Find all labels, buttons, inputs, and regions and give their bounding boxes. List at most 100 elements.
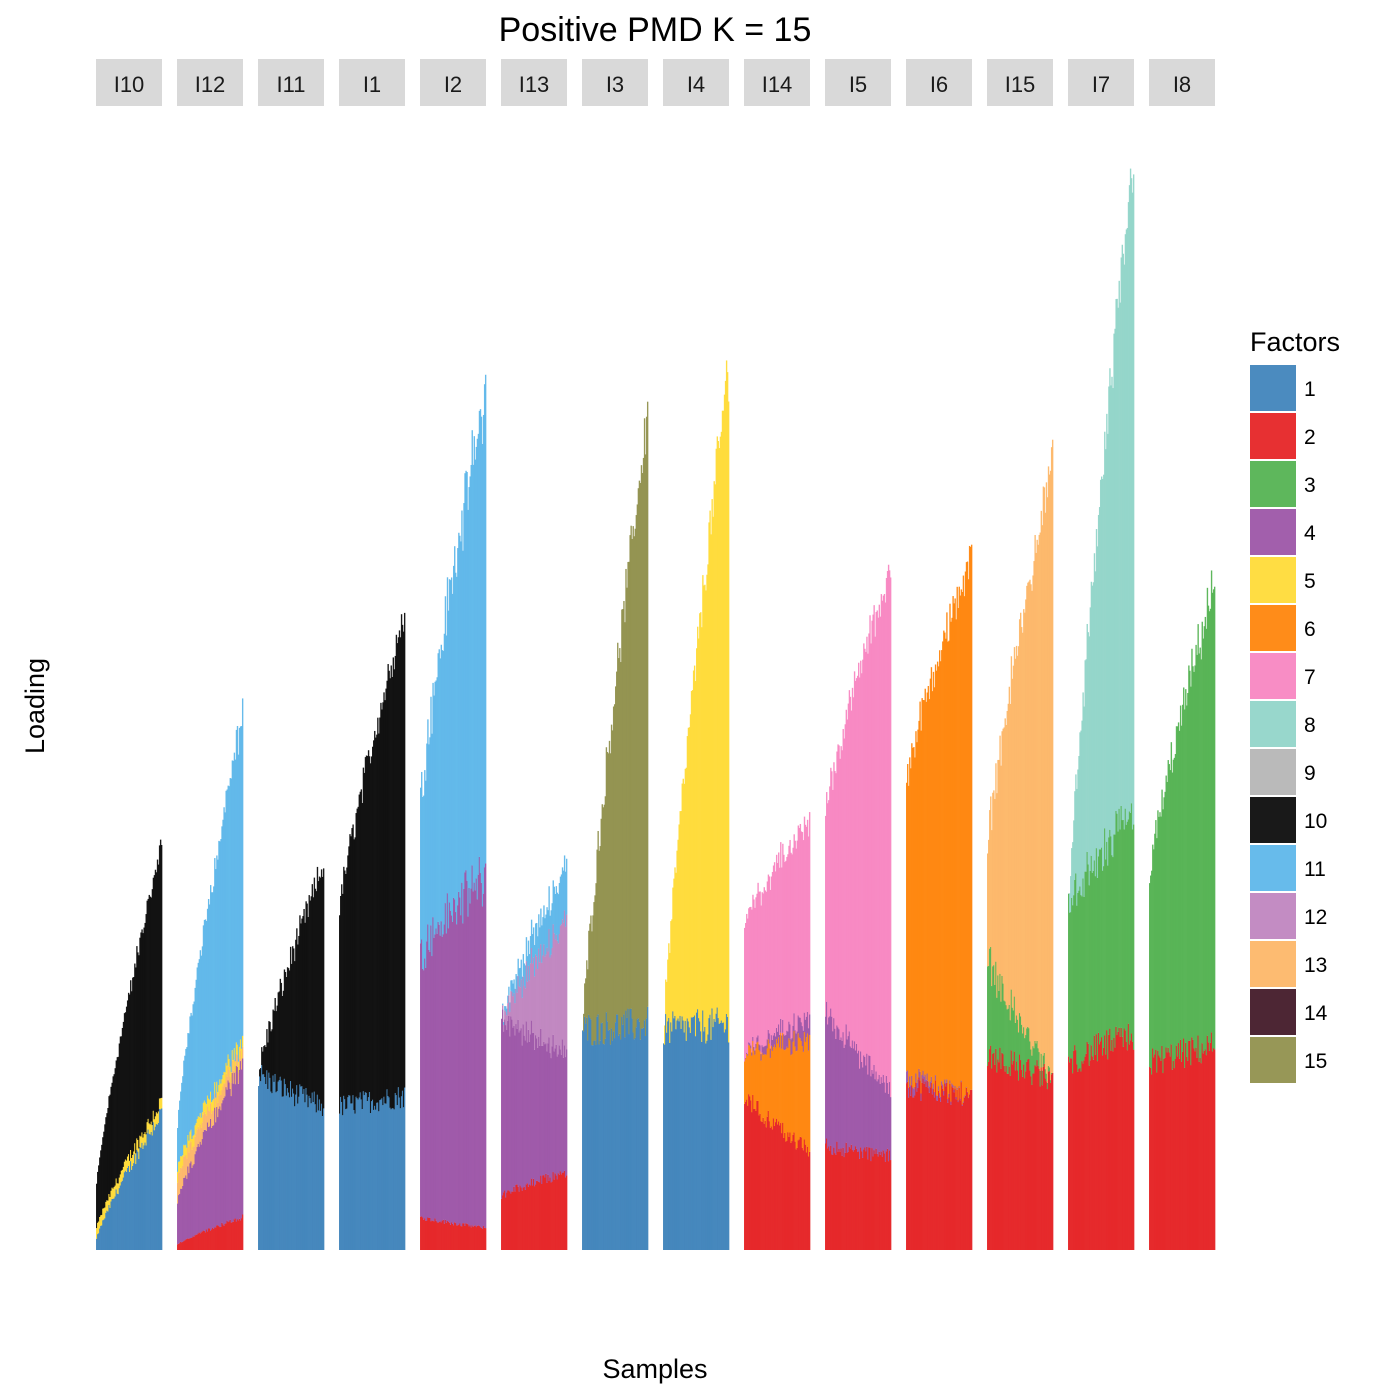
bar-segment-factor-10: [386, 680, 388, 1090]
bar-segment-factor-2: [563, 1170, 566, 1250]
bar-segment-factor-1: [714, 1021, 716, 1250]
bar-segment-factor-11: [438, 649, 440, 925]
bar-segment-factor-2: [228, 1221, 230, 1250]
bar-segment-factor-2: [989, 1049, 991, 1250]
bar-segment-factor-6: [754, 1054, 756, 1109]
bar-segment-factor-10: [379, 717, 381, 1101]
bar-segment-factor-2: [867, 1159, 869, 1250]
bar-segment-factor-7: [770, 876, 773, 1036]
bar-segment-factor-2: [1210, 1032, 1213, 1250]
bar-segment-factor-10: [351, 828, 353, 1104]
bar-segment-factor-10: [120, 1036, 123, 1171]
bar-segment-factor-2: [921, 1082, 923, 1250]
bar-segment-factor-5: [139, 1135, 141, 1148]
bar-segment-factor-12: [550, 954, 552, 1059]
bar-segment-factor-1: [108, 1204, 110, 1250]
bar-segment-factor-2: [1196, 1057, 1198, 1250]
bar-segment-factor-2: [179, 1243, 181, 1250]
bar-segment-factor-11: [228, 786, 230, 1060]
bar-segment-factor-2: [233, 1219, 236, 1250]
bar-segment-factor-4: [422, 968, 424, 1218]
bar-segment-factor-15: [585, 978, 587, 1024]
bar-segment-factor-4: [829, 1016, 831, 1151]
bar-segment-factor-12: [518, 986, 520, 1033]
bar-segment-factor-11: [563, 855, 566, 911]
bar-segment-factor-4: [565, 1049, 568, 1176]
legend-swatch-7: [1250, 653, 1296, 699]
bar-segment-factor-10: [104, 1124, 106, 1208]
bar-segment-factor-15: [584, 983, 586, 1017]
bar-segment-factor-2: [887, 1161, 890, 1250]
bar-segment-factor-1: [264, 1077, 266, 1250]
bar-segment-factor-6: [770, 1045, 773, 1127]
bar-segment-factor-7: [787, 854, 789, 1032]
bar-segment-factor-3: [1161, 789, 1163, 1046]
bar-segment-factor-11: [535, 923, 537, 955]
bar-segment-factor-10: [375, 737, 377, 1110]
bar-segment-factor-2: [966, 1092, 969, 1250]
bar-segment-factor-8: [1132, 174, 1135, 825]
bar-segment-factor-4: [861, 1061, 863, 1152]
bar-segment-factor-7: [751, 909, 753, 1053]
bar-segment-factor-11: [184, 1055, 186, 1146]
bar-segment-factor-1: [313, 1091, 316, 1250]
bar-segment-factor-4: [845, 1024, 848, 1143]
bar-segment-factor-13: [1007, 703, 1010, 1009]
bar-segment-factor-4: [233, 1072, 236, 1220]
bar-segment-factor-13: [192, 1147, 194, 1166]
bar-segment-factor-15: [604, 796, 607, 1039]
bar-segment-factor-4: [432, 917, 434, 1221]
bar-segment-factor-10: [340, 896, 342, 1097]
bar-segment-factor-7: [837, 744, 839, 1028]
bar-segment-factor-11: [532, 927, 535, 958]
bar-segment-factor-2: [240, 1218, 243, 1250]
bar-segment-factor-1: [298, 1096, 300, 1250]
bar-segment-factor-7: [889, 577, 892, 1098]
bar-segment-factor-5: [114, 1185, 116, 1197]
bar-segment-factor-4: [502, 1009, 504, 1196]
bar-segment-factor-2: [786, 1140, 788, 1250]
bar-segment-factor-13: [1015, 645, 1018, 1016]
bar-segment-factor-5: [183, 1144, 185, 1157]
bar-segment-factor-7: [760, 905, 762, 1055]
bar-segment-factor-2: [1095, 1034, 1098, 1250]
bar-segment-factor-5: [120, 1170, 123, 1183]
bar-segment-factor-15: [610, 724, 613, 1029]
bar-segment-factor-4: [430, 925, 432, 1222]
bar-segment-factor-6: [962, 575, 965, 1102]
bar-segment-factor-12: [507, 1003, 509, 1022]
bar-segment-factor-6: [807, 1050, 810, 1157]
bar-segment-factor-2: [507, 1190, 509, 1250]
bar-segment-factor-2: [1027, 1059, 1029, 1250]
bar-segment-factor-5: [104, 1207, 106, 1219]
bar-segment-factor-1: [367, 1097, 370, 1250]
bar-segment-factor-8: [1117, 307, 1119, 832]
bar-segment-factor-8: [1114, 328, 1116, 835]
bar-segment-factor-7: [767, 874, 770, 1030]
bar-segment-factor-6: [970, 544, 973, 1090]
bar-segment-factor-11: [420, 787, 422, 944]
bar-segment-factor-2: [448, 1222, 451, 1250]
bar-segment-factor-4: [789, 1024, 791, 1041]
bar-segment-factor-1: [145, 1145, 147, 1250]
bar-segment-factor-2: [518, 1191, 520, 1250]
bar-segment-factor-4: [237, 1083, 240, 1221]
bar-segment-factor-1: [355, 1096, 357, 1250]
bar-segment-factor-4: [525, 1021, 528, 1185]
bar-segment-factor-3: [1068, 893, 1070, 1057]
bar-segment-factor-7: [804, 824, 807, 1020]
bar-segment-factor-13: [205, 1115, 208, 1131]
bar-segment-factor-4: [239, 1061, 242, 1221]
bar-segment-factor-5: [149, 1124, 152, 1135]
bar-segment-factor-7: [826, 792, 828, 1002]
bar-segment-factor-15: [646, 401, 649, 1007]
bar-segment-factor-11: [502, 1003, 504, 1006]
bar-segment-factor-6: [915, 731, 917, 1074]
bar-segment-factor-4: [195, 1151, 197, 1235]
bar-segment-factor-13: [213, 1110, 215, 1126]
bar-segment-factor-2: [423, 1219, 425, 1250]
bar-segment-factor-4: [183, 1177, 185, 1242]
bar-segment-factor-1: [403, 1087, 406, 1250]
panel-I2: [420, 374, 487, 1250]
bar-segment-factor-4: [790, 1039, 792, 1056]
